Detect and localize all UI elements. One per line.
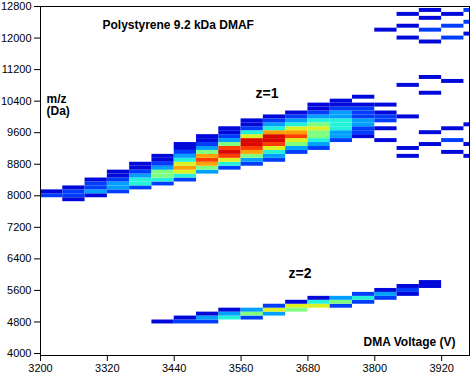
svg-text:z=1: z=1: [256, 85, 279, 101]
svg-text:12000: 12000: [1, 32, 32, 44]
svg-text:3320: 3320: [95, 362, 119, 374]
svg-text:3200: 3200: [28, 362, 52, 374]
svg-text:3440: 3440: [162, 362, 186, 374]
svg-text:4000: 4000: [7, 347, 31, 359]
svg-text:8000: 8000: [7, 189, 31, 201]
svg-text:3800: 3800: [363, 362, 387, 374]
svg-text:3920: 3920: [429, 362, 453, 374]
svg-text:z=2: z=2: [289, 265, 312, 281]
svg-text:4800: 4800: [7, 316, 31, 328]
svg-text:5600: 5600: [7, 284, 31, 296]
svg-text:Polystyrene 9.2 kDa DMAF: Polystyrene 9.2 kDa DMAF: [103, 18, 254, 32]
svg-text:9600: 9600: [7, 126, 31, 138]
svg-text:DMA Voltage (V): DMA Voltage (V): [364, 335, 456, 349]
svg-text:3680: 3680: [296, 362, 320, 374]
svg-text:6400: 6400: [7, 252, 31, 264]
svg-text:10400: 10400: [1, 95, 32, 107]
svg-text:7200: 7200: [7, 221, 31, 233]
svg-text:m/z(Da): m/z(Da): [47, 92, 70, 118]
svg-text:3560: 3560: [229, 362, 253, 374]
svg-text:11200: 11200: [2, 63, 32, 75]
svg-text:12800: 12800: [1, 0, 32, 12]
svg-text:8800: 8800: [7, 158, 31, 170]
